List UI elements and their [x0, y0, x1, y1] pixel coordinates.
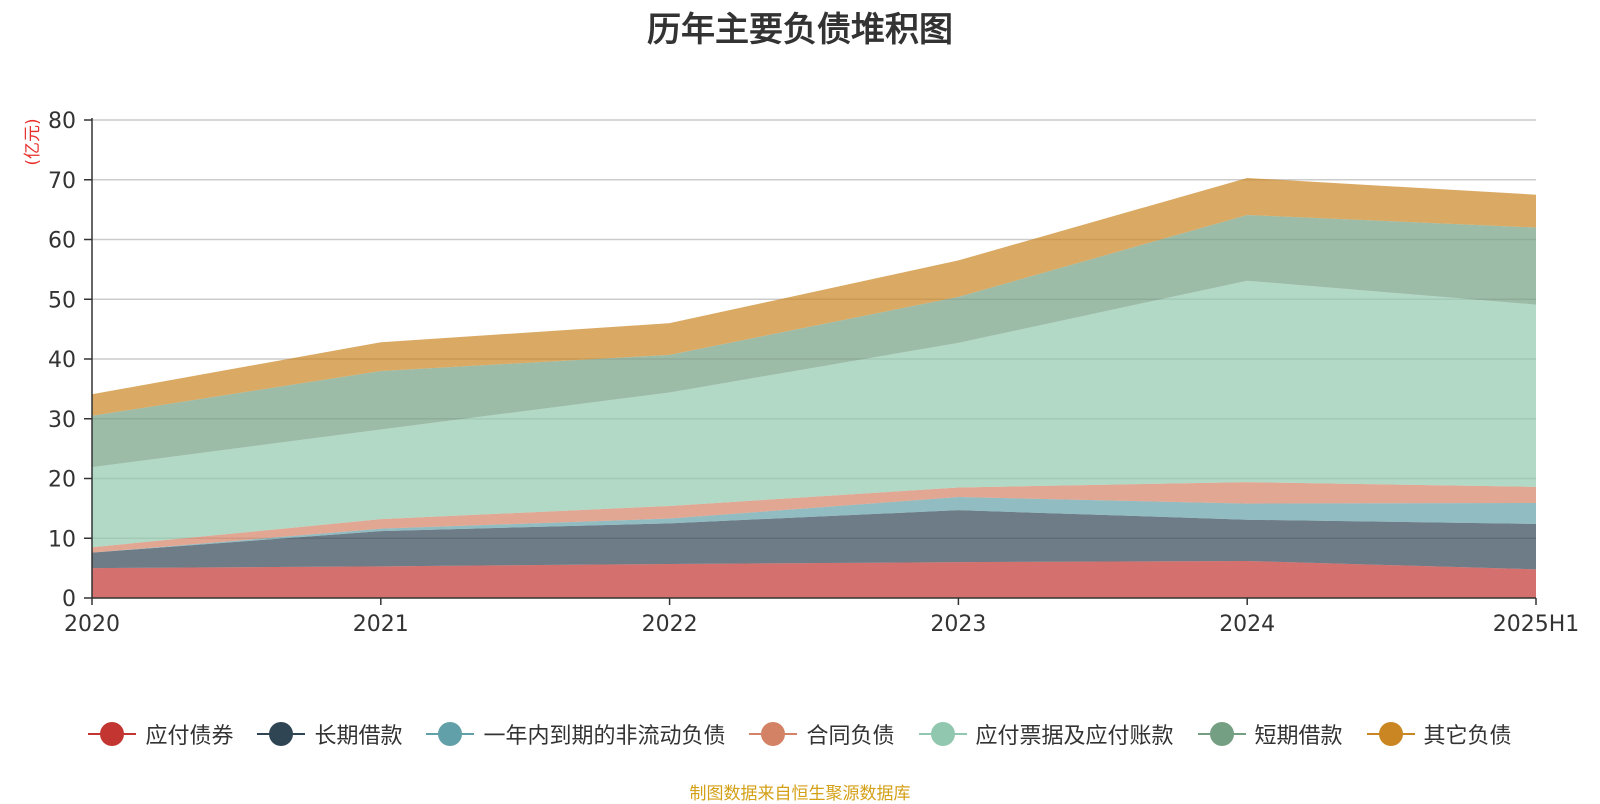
legend: 应付债券 长期借款 一年内到期的非流动负债 合同负债 应付票据及应付账款 短期借款 其它负债: [0, 718, 1600, 750]
y-tick-label: 60: [48, 229, 76, 254]
legend-marker-dot: [1378, 722, 1403, 746]
area-series-2: [92, 497, 1536, 553]
legend-marker: [1366, 722, 1415, 746]
legend-label: 合同负债: [806, 724, 895, 749]
legend-marker-dot: [269, 722, 294, 746]
area-layer: [92, 177, 1536, 598]
legend-marker: [918, 722, 967, 746]
legend-marker: [257, 722, 306, 746]
legend-marker-dot: [1209, 722, 1234, 746]
x-tick-label: 2021: [353, 612, 409, 637]
legend-marker: [88, 722, 137, 746]
y-tick-label: 20: [48, 468, 76, 493]
y-tick-label: 30: [48, 408, 76, 433]
area-series-0: [92, 560, 1536, 598]
y-tick-label: 70: [48, 169, 76, 194]
legend-label: 短期借款: [1254, 724, 1343, 749]
legend-marker-dot: [438, 722, 463, 746]
legend-marker: [1197, 722, 1246, 746]
y-axis-label: (亿元): [23, 118, 43, 165]
legend-item-6[interactable]: 其它负债: [1366, 718, 1512, 750]
legend-label: 长期借款: [314, 724, 403, 749]
y-tick-label: 10: [48, 527, 76, 552]
chart-title: 历年主要负债堆积图: [647, 10, 953, 50]
y-tick-label: 40: [48, 348, 76, 373]
legend-label: 一年内到期的非流动负债: [483, 724, 726, 749]
legend-item-2[interactable]: 一年内到期的非流动负债: [426, 718, 725, 750]
legend-label: 应付票据及应付账款: [975, 724, 1174, 749]
area-series-6: [92, 177, 1536, 416]
area-series-3: [92, 482, 1536, 553]
legend-item-3[interactable]: 合同负债: [749, 718, 895, 750]
x-tick-label: 2020: [64, 612, 120, 637]
y-tick-label: 50: [48, 288, 76, 313]
area-series-1: [92, 510, 1536, 570]
y-tick-label: 0: [62, 587, 76, 612]
x-tick-label: 2024: [1219, 612, 1275, 637]
source-note: 制图数据来自恒生聚源数据库: [689, 784, 911, 804]
legend-label: 其它负债: [1423, 724, 1512, 749]
legend-item-0[interactable]: 应付债券: [88, 718, 233, 750]
area-series-4: [92, 280, 1536, 548]
legend-item-4[interactable]: 应付票据及应付账款: [918, 718, 1174, 750]
y-tick-label: 80: [48, 109, 76, 134]
axis-layer: 0 10 20 30 40 50 60 70 80 2020 2021 2022 2023 2024 202…: [48, 109, 1579, 637]
legend-marker: [749, 722, 798, 746]
legend-item-5[interactable]: 短期借款: [1197, 718, 1343, 750]
x-tick-label: 2022: [642, 612, 698, 637]
x-tick-label: 2023: [930, 612, 986, 637]
legend-marker-dot: [100, 722, 125, 746]
area-series-5: [92, 215, 1536, 468]
legend-marker-dot: [930, 722, 955, 746]
x-tick-label: 2025H1: [1493, 612, 1580, 637]
legend-label: 应付债券: [145, 724, 234, 749]
legend-marker: [426, 722, 475, 746]
legend-item-1[interactable]: 长期借款: [257, 718, 402, 750]
legend-marker-dot: [761, 722, 786, 746]
